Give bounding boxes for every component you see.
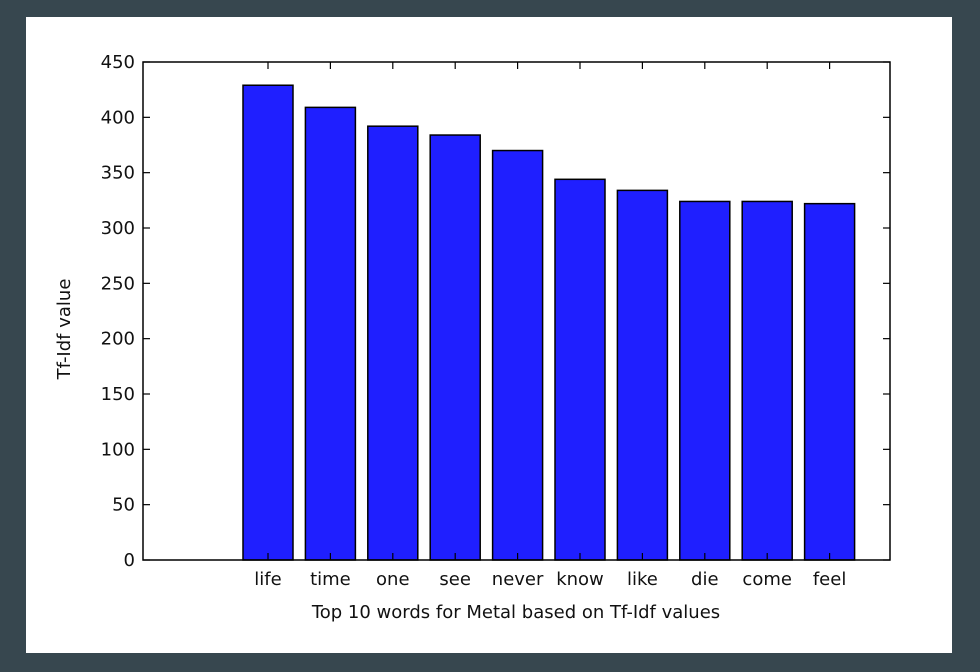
y-axis: 0 50 100 150 200 250 300 350 400 450 [101, 52, 890, 571]
bar-come [741, 200, 793, 561]
bar-life [242, 84, 294, 561]
y-tick-label: 150 [101, 384, 135, 405]
bar-feel [803, 202, 856, 561]
x-tick-label-know: know [556, 569, 604, 590]
y-tick-label: 100 [101, 439, 135, 460]
bar-never [491, 149, 544, 561]
bar-see [429, 134, 481, 561]
y-tick-label: 300 [101, 218, 135, 239]
y-axis-title: Tf-Idf value [54, 279, 75, 381]
bar-know [554, 178, 606, 561]
x-tick-label-life: life [254, 569, 281, 590]
chart-canvas: 0 50 100 150 200 250 300 350 400 450 life time one s… [26, 17, 952, 653]
x-tick-label-one: one [376, 569, 410, 590]
bar-die [679, 200, 731, 561]
bar-like [616, 189, 669, 561]
x-tick-label-time: time [310, 569, 351, 590]
x-tick-label-die: die [691, 569, 719, 590]
x-tick-label-like: like [627, 569, 658, 590]
x-tick-label-feel: feel [813, 569, 847, 590]
y-tick-label: 350 [101, 163, 135, 184]
y-tick-label: 250 [101, 273, 135, 294]
plot-frame [142, 61, 891, 561]
y-tick-label: 0 [124, 550, 135, 571]
bar-chart: 0 50 100 150 200 250 300 350 400 450 life time one s… [54, 52, 891, 623]
bar-time [304, 106, 357, 561]
x-tick-label-come: come [742, 569, 792, 590]
y-tick-label: 450 [101, 52, 135, 73]
bar-series [242, 84, 856, 561]
y-tick-label: 50 [112, 495, 135, 516]
x-axis: life time one see never know like die come feel [254, 62, 846, 590]
y-tick-label: 200 [101, 329, 135, 350]
x-tick-label-see: see [439, 569, 471, 590]
y-tick-label: 400 [101, 107, 135, 128]
x-tick-label-never: never [492, 569, 544, 590]
bar-one [367, 125, 419, 561]
x-axis-title: Top 10 words for Metal based on Tf-Idf v… [311, 602, 720, 623]
